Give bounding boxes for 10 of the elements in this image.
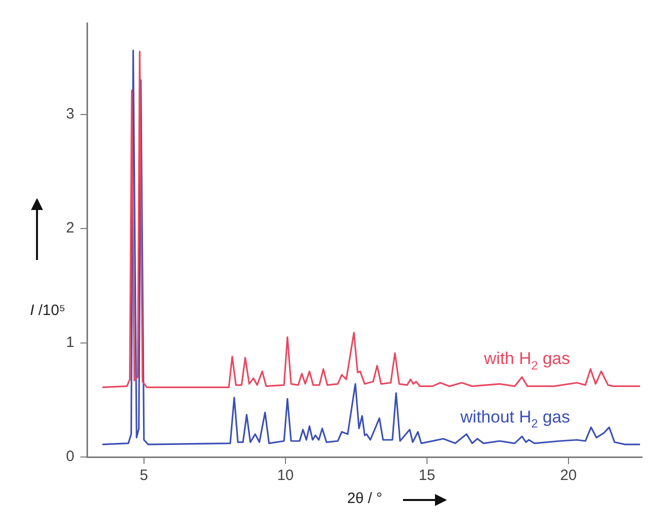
y-tick-label: 1 xyxy=(66,334,74,351)
x-tick-label: 15 xyxy=(418,467,436,484)
x-tick-label: 20 xyxy=(560,467,577,484)
y-axis-title: I /10⁵ xyxy=(30,302,66,319)
y-tick-label: 0 xyxy=(66,448,74,466)
x-tick-label: 5 xyxy=(140,467,148,484)
x-tick-label: 10 xyxy=(277,467,294,484)
y-tick-label: 2 xyxy=(66,220,74,237)
x-axis-title: 2θ / ° xyxy=(347,490,382,508)
y-tick-label: 3 xyxy=(66,106,74,123)
